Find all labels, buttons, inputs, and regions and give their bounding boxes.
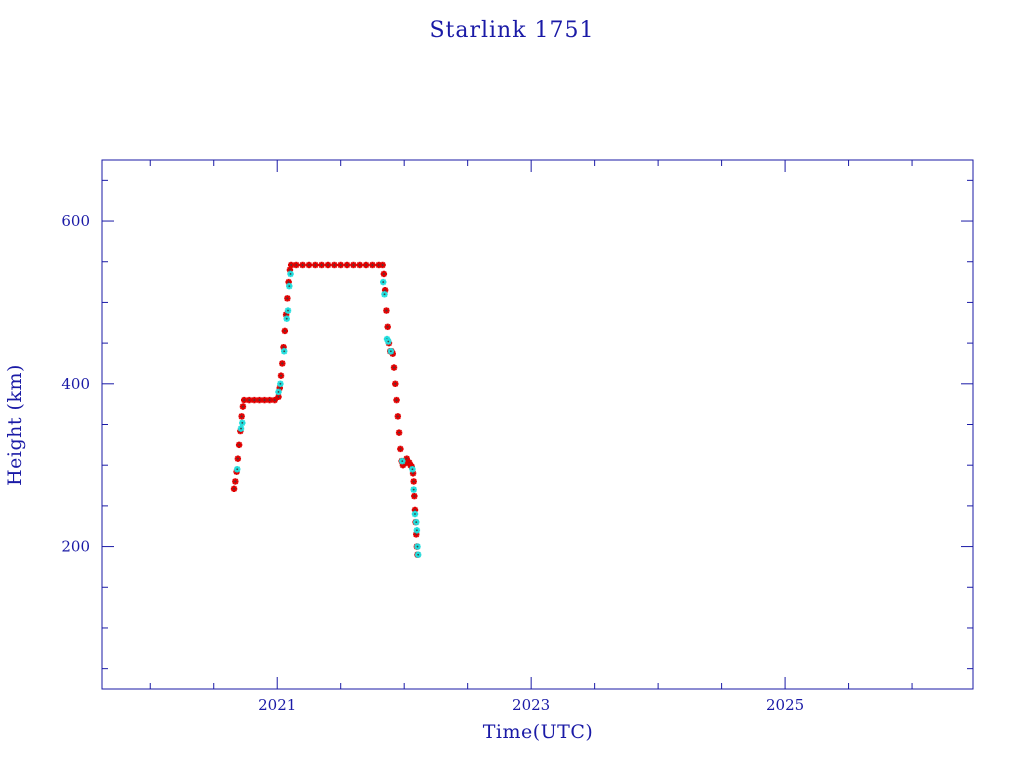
chart-title: Starlink 1751 <box>429 18 594 43</box>
x-axis-label: Time(UTC) <box>483 721 594 743</box>
data-point-red <box>380 270 388 278</box>
data-point-red <box>343 261 351 269</box>
data-point-cyan <box>385 338 392 345</box>
data-point-red <box>362 261 370 269</box>
data-point-cyan <box>414 551 422 558</box>
y-tick-label: 600 <box>61 212 90 230</box>
data-point-red <box>279 360 286 367</box>
data-point-cyan <box>234 466 241 473</box>
data-point-red <box>390 364 398 371</box>
data-point-red <box>397 445 404 453</box>
data-point-cyan <box>399 457 406 465</box>
data-point-cyan <box>277 380 284 388</box>
data-point-cyan <box>283 315 290 322</box>
data-point-red <box>350 261 357 269</box>
data-point-cyan <box>411 510 419 518</box>
data-point-red <box>234 455 242 462</box>
data-point-red <box>246 396 253 404</box>
y-tick-label: 200 <box>61 538 90 556</box>
data-point-red <box>251 396 258 404</box>
y-tick-label: 400 <box>61 375 90 393</box>
data-point-red <box>281 327 289 335</box>
data-point-cyan <box>287 270 294 278</box>
data-point-red <box>411 492 418 500</box>
data-point-cyan <box>410 486 417 493</box>
data-point-cyan <box>239 419 246 427</box>
data-point-red <box>392 380 399 388</box>
data-point-cyan <box>387 348 395 355</box>
data-point-red <box>331 261 338 269</box>
data-point-red <box>356 261 363 269</box>
plot-frame <box>101 159 974 690</box>
x-tick-label: 2023 <box>512 696 550 714</box>
data-point-red <box>299 261 306 269</box>
data-point-red <box>235 441 243 449</box>
data-point-cyan <box>380 278 387 286</box>
x-tick-label: 2025 <box>766 696 804 714</box>
data-point-red <box>394 413 402 420</box>
data-point-red <box>379 261 386 269</box>
data-point-red <box>293 261 300 269</box>
data-point-red <box>284 295 291 302</box>
data-point-red <box>337 261 344 269</box>
data-point-red <box>383 307 390 314</box>
data-point-cyan <box>286 282 293 290</box>
data-point-red <box>232 478 239 485</box>
data-points <box>230 261 422 558</box>
data-point-cyan <box>413 527 421 534</box>
data-point-red <box>324 261 332 269</box>
data-point-cyan <box>237 425 245 432</box>
data-point-red <box>410 478 417 485</box>
data-point-red <box>271 396 278 404</box>
data-point-red <box>393 396 400 404</box>
data-point-red <box>312 261 319 269</box>
data-point-red <box>384 323 391 331</box>
x-tick-label: 2021 <box>258 696 296 714</box>
data-point-red <box>305 261 313 269</box>
data-point-red <box>277 372 285 379</box>
data-point-red <box>256 396 263 404</box>
data-point-red <box>395 429 403 436</box>
data-point-cyan <box>381 291 388 298</box>
data-point-cyan <box>413 518 420 526</box>
data-point-red <box>369 261 376 269</box>
axis-tick-labels: 2021 2023 2025 200 400 600 <box>61 212 804 714</box>
data-point-cyan <box>284 307 292 314</box>
data-point-red <box>266 396 273 404</box>
data-point-red <box>238 413 245 420</box>
data-point-red <box>239 403 247 410</box>
data-point-red <box>230 485 238 492</box>
data-point-cyan <box>409 466 416 473</box>
data-point-cyan <box>275 388 282 396</box>
y-axis-label: Height (km) <box>4 364 26 486</box>
data-point-red <box>318 261 325 269</box>
data-point-cyan <box>280 348 288 355</box>
axis-ticks <box>102 160 973 689</box>
data-point-cyan <box>414 543 421 550</box>
